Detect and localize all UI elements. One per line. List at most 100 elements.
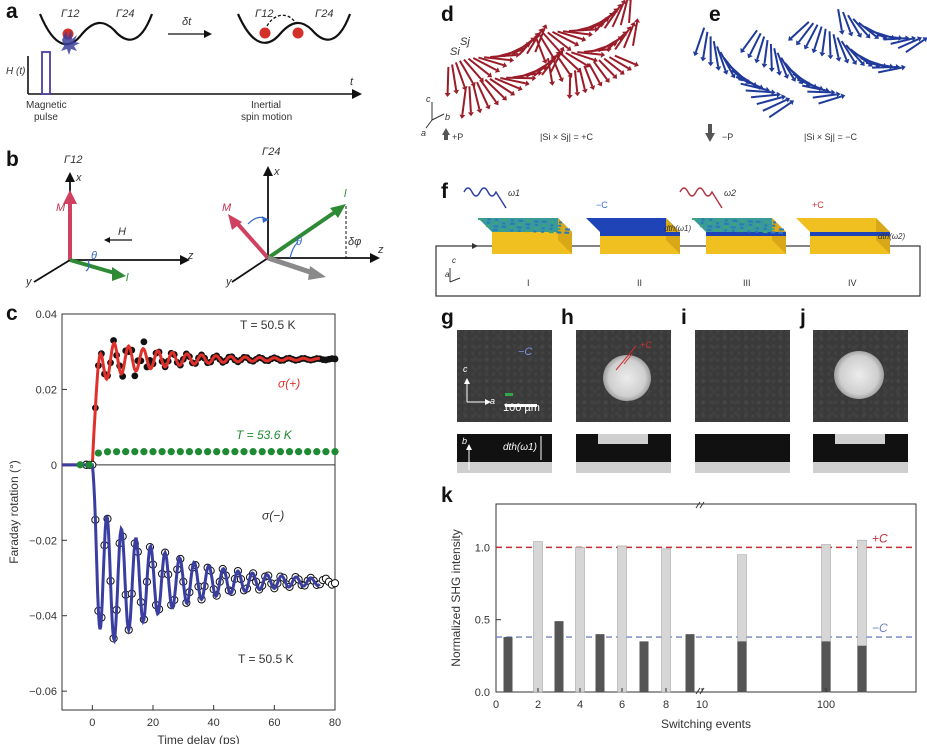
panel-f-box-3-noise [693, 218, 697, 221]
panel-f-box-1-noise [542, 224, 546, 227]
panel-f-box-3-noise [716, 229, 720, 232]
panel-g-strip-base [457, 462, 552, 473]
panel-f-box-1-noise [494, 222, 498, 225]
panel-e-spin-head [768, 67, 775, 72]
panel-e-spin [821, 28, 827, 53]
panel-e-spin [852, 18, 869, 37]
panel-d-spin [454, 62, 466, 88]
panel-letter-a: a [6, 0, 18, 23]
chart-c-ylabel: Faraday rotation (°) [7, 460, 21, 564]
panel-e-spin [694, 27, 706, 53]
panel-f-box-3-noise [732, 219, 736, 222]
panel-d-spin-head [597, 81, 603, 87]
chart-c-point-green [122, 448, 130, 456]
panel-e-spin [740, 82, 767, 91]
panel-d-spin-head [502, 62, 508, 68]
panel-f-box-3-noise [739, 230, 743, 233]
panel-h-overlay [615, 345, 637, 371]
chart-c-point-green [322, 448, 330, 456]
panel-h-plus-c: +C [640, 340, 652, 350]
panel-e-spin [780, 57, 795, 79]
panel-d-spin-head [589, 85, 596, 90]
chart-c-point-green [276, 448, 284, 456]
panel-d-spin-head [558, 77, 564, 83]
chart-k-bar-dark [595, 634, 605, 692]
panel-e-spin [749, 32, 762, 56]
panel-d-spin-head [476, 108, 483, 114]
panel-f-box-1-noise [556, 231, 560, 234]
panel-f-box-3-noise [733, 223, 737, 226]
panel-f-axis-b-line [449, 277, 461, 283]
panel-d-spin [573, 70, 579, 93]
panel-e-spin [865, 61, 891, 68]
panel-e-spin-head [771, 89, 776, 96]
chart-c-point-pos [140, 338, 148, 346]
chart-k-bar-dark [685, 634, 695, 692]
chart-k-xtick-label: 100 [817, 699, 835, 711]
chart-c-ytick-label: 0.02 [36, 384, 57, 396]
panel-f-box-1-noise [509, 226, 513, 229]
panel-e-spin [905, 38, 925, 54]
panel-f-box-1-noise [478, 218, 481, 220]
chart-c: 0.04 0.02 0 −0.02 −0.04 −0.06 0 20 40 60 80 Time de… [7, 309, 341, 744]
panel-f-box-3-noise [762, 231, 766, 234]
panel-h-spot [603, 355, 651, 401]
panel-d-spin-chain [444, 0, 640, 119]
panel-d-spin-head [626, 26, 632, 32]
panel-d-spin [551, 55, 562, 79]
panel-d-axis-b: b [445, 112, 451, 122]
panel-e-spin [797, 78, 821, 90]
panel-e-spin [762, 98, 787, 112]
panel-b-z-right: z [378, 244, 384, 256]
panel-f-box-3-noise [763, 227, 767, 230]
chart-c-point-green [204, 448, 212, 456]
chart-k-ytick-label: 1.0 [475, 542, 490, 554]
panel-e-spin-head [761, 63, 768, 68]
panel-e-spin-head [747, 53, 753, 59]
panel-e-spin-head [740, 47, 746, 53]
panel-d-spin-head [444, 92, 451, 97]
chart-c-point-neg [330, 579, 340, 588]
panel-d-spin-head [525, 80, 530, 87]
panel-e-spin-head [700, 57, 707, 62]
panel-f-box-1-noise [518, 219, 522, 222]
panel-d-spin [534, 27, 546, 53]
panel-d-spin-head [619, 69, 625, 75]
chart-c-point-green [85, 461, 93, 469]
panel-f-box-1-noise [549, 227, 553, 230]
panel-d-spin-head [494, 67, 500, 73]
panel-b-x-left: x [76, 172, 82, 184]
panel-d-spin [578, 67, 586, 90]
panel-f-box-1-noise [487, 218, 491, 221]
panel-d-spin [555, 54, 571, 75]
panel-d-si: Si [450, 46, 460, 58]
panel-f-box-3-noise [771, 228, 775, 231]
panel-f-box-1-noise [548, 231, 552, 234]
panel-f-box-3-noise [742, 220, 746, 223]
panel-f-box-1-noise [479, 218, 483, 221]
panel-d-spin-head [630, 21, 636, 27]
panel-e-spin [702, 31, 709, 58]
panel-e-spin-head [831, 89, 836, 96]
panel-b-z-left: z [188, 250, 194, 262]
panel-e-spin-head [790, 76, 797, 82]
panel-d-spin [560, 52, 580, 71]
panel-d-spin [458, 60, 474, 84]
chart-c-point-green [258, 448, 266, 456]
panel-d-spin-head [541, 24, 548, 29]
panel-f-box-3-noise [700, 221, 704, 224]
panel-f-box-1-noise [525, 223, 529, 226]
panel-e-spin [745, 89, 772, 94]
panel-letter-k: k [441, 484, 453, 507]
chart-c-xtick-label: 60 [268, 717, 280, 729]
chart-c-point-green [249, 448, 257, 456]
panel-d-spin [596, 10, 616, 30]
panel-e-spin-head [707, 62, 714, 67]
panel-e-spin [847, 14, 861, 35]
panel-d-spin-head [566, 94, 573, 99]
panel-b-dphi: δφ [348, 236, 362, 248]
chart-c-point-pos [331, 355, 339, 363]
panel-letter-b: b [6, 148, 19, 171]
panel-f-box-1-side [558, 218, 572, 254]
panel-b-diagram [33, 166, 380, 283]
